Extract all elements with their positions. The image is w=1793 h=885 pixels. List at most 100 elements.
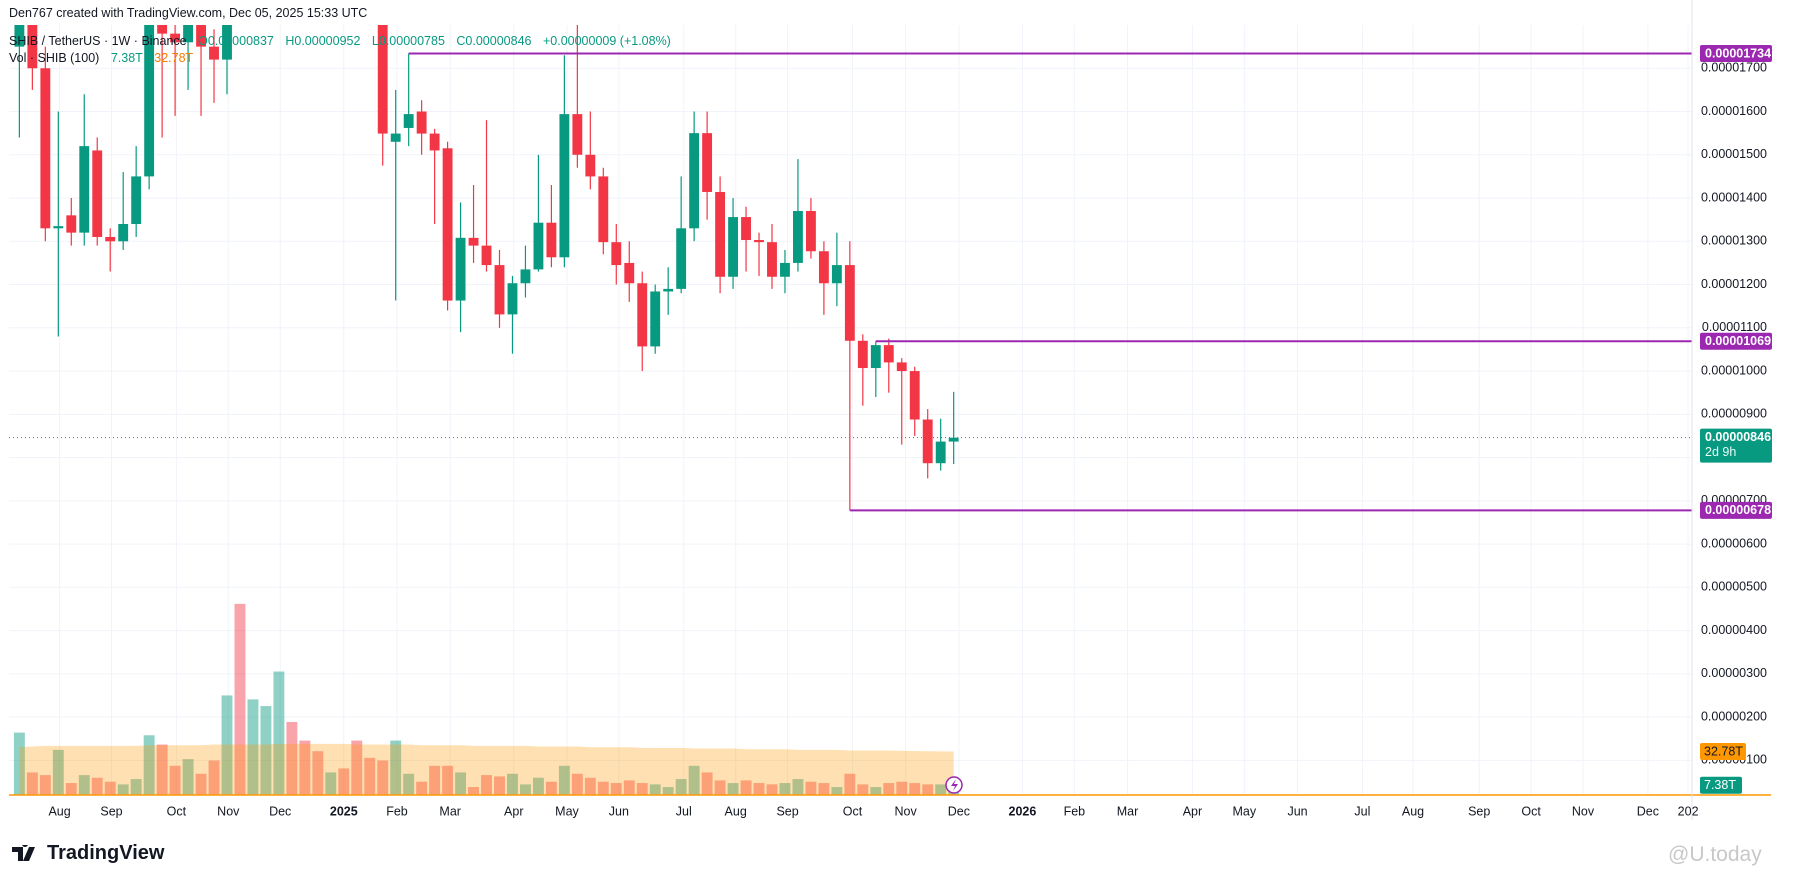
candle-body [831, 265, 842, 284]
x-tick-label: Nov [895, 804, 918, 818]
candle-body [494, 265, 505, 315]
volume-bar [286, 721, 298, 795]
volume-bar [260, 706, 272, 795]
level-badge [1700, 501, 1772, 519]
volume-bar [662, 787, 674, 795]
y-tick-label: 0.00000500 [1701, 580, 1767, 594]
volume-bar [610, 783, 622, 795]
candle-body [922, 419, 933, 464]
candle-body [442, 148, 453, 301]
candle-body [676, 228, 687, 289]
legend-price: SHIB / TetherUS · 1W · Binance O0.000008… [9, 34, 679, 48]
volume-bar [597, 781, 609, 795]
volume-bar [325, 772, 337, 795]
candle-body [585, 154, 596, 177]
volume-ma-value: 32.78T [154, 51, 194, 65]
candle-body [455, 237, 466, 301]
y-tick-label: 0.00001600 [1701, 104, 1767, 118]
ohlc-close: C0.00000846 [456, 34, 532, 48]
candle-body [390, 133, 401, 142]
x-tick-label: Apr [504, 804, 523, 818]
volume-bar [455, 772, 467, 795]
candle-body [131, 176, 142, 224]
volume-bar [844, 773, 856, 795]
candle-body [780, 262, 790, 277]
candle-body [222, 25, 232, 60]
level-label: 0.00000678 [1705, 503, 1771, 517]
volume-bar [416, 781, 428, 795]
x-tick-label: Nov [1572, 804, 1595, 818]
candle-body [105, 236, 116, 242]
volume-bar [532, 777, 544, 795]
x-tick-label: 2026 [1009, 804, 1037, 818]
candle-body [144, 25, 155, 177]
x-tick-label: Jul [1354, 804, 1370, 818]
candle-body [624, 262, 635, 284]
watermark: @U.today [1668, 843, 1762, 867]
candle-body [468, 237, 479, 246]
y-tick-label: 0.00000600 [1701, 536, 1767, 550]
candle-body [559, 114, 570, 258]
ohlc-high: H0.00000952 [285, 34, 361, 48]
x-tick-label: Dec [948, 804, 970, 818]
legend-volume: Vol · SHIB (100) 7.38T 32.78T [9, 51, 201, 65]
candle-body [416, 111, 427, 134]
candle-body [844, 265, 855, 341]
y-tick-label: 0.00000300 [1701, 666, 1767, 680]
volume-bar [403, 773, 415, 795]
candle-body [896, 362, 907, 372]
volume-bar [883, 783, 895, 795]
volume-ma-badge [1700, 742, 1746, 760]
candle-body [533, 222, 544, 270]
change: +0.00000009 (+1.08%) [542, 34, 671, 48]
x-tick-label: 2025 [330, 804, 358, 818]
volume-bar [429, 765, 441, 795]
volume-bar [649, 784, 661, 795]
candle-body [403, 114, 414, 128]
y-tick-label: 0.00001000 [1701, 363, 1767, 377]
volume-bar [714, 780, 726, 795]
candle-body [183, 25, 194, 43]
volume-bar [584, 777, 596, 795]
y-tick-label: 0.00000900 [1701, 407, 1767, 421]
y-tick-label: 0.00001200 [1701, 277, 1767, 291]
candle-body [66, 215, 77, 233]
overlay: 0.000001000.000002000.000003000.00000400… [9, 45, 1772, 818]
candle-body [754, 239, 764, 243]
volume-bar [571, 773, 583, 795]
volume-bar [468, 787, 479, 795]
x-tick-label: 202 [1678, 804, 1699, 818]
x-tick-label: Oct [843, 804, 863, 818]
candle-body [702, 133, 713, 192]
volume-bar [818, 783, 830, 795]
y-tick-label: 0.00000200 [1701, 709, 1767, 723]
candle-body [79, 146, 90, 233]
credit: Den767 created with TradingView.com, Dec… [9, 6, 375, 20]
x-tick-label: Jul [676, 804, 692, 818]
candle-body [663, 288, 674, 292]
y-tick-label: 0.00001300 [1701, 234, 1767, 248]
volume-bar [377, 760, 389, 795]
volume-bar [78, 775, 90, 795]
volume-bar [857, 784, 869, 795]
volume-bar [117, 784, 129, 795]
volume-ma-area [19, 743, 954, 795]
x-tick-label: Sep [1468, 804, 1490, 818]
volume-bar [753, 783, 765, 795]
volume-bar [545, 781, 557, 795]
volume-bar [338, 768, 350, 795]
candle-body [40, 68, 51, 229]
volume-badge [1700, 776, 1742, 794]
volume-bar [52, 749, 64, 795]
volume-bar [234, 603, 246, 795]
volume-bar [351, 740, 363, 795]
x-tick-label: May [1233, 804, 1257, 818]
candle-body [741, 217, 751, 240]
candle-body [883, 345, 894, 363]
y-tick-label: 0.00001700 [1701, 61, 1767, 75]
volume-bar [623, 780, 635, 795]
volume-bar [39, 775, 51, 795]
volume-bar [896, 781, 908, 795]
volume-bar [507, 773, 518, 795]
